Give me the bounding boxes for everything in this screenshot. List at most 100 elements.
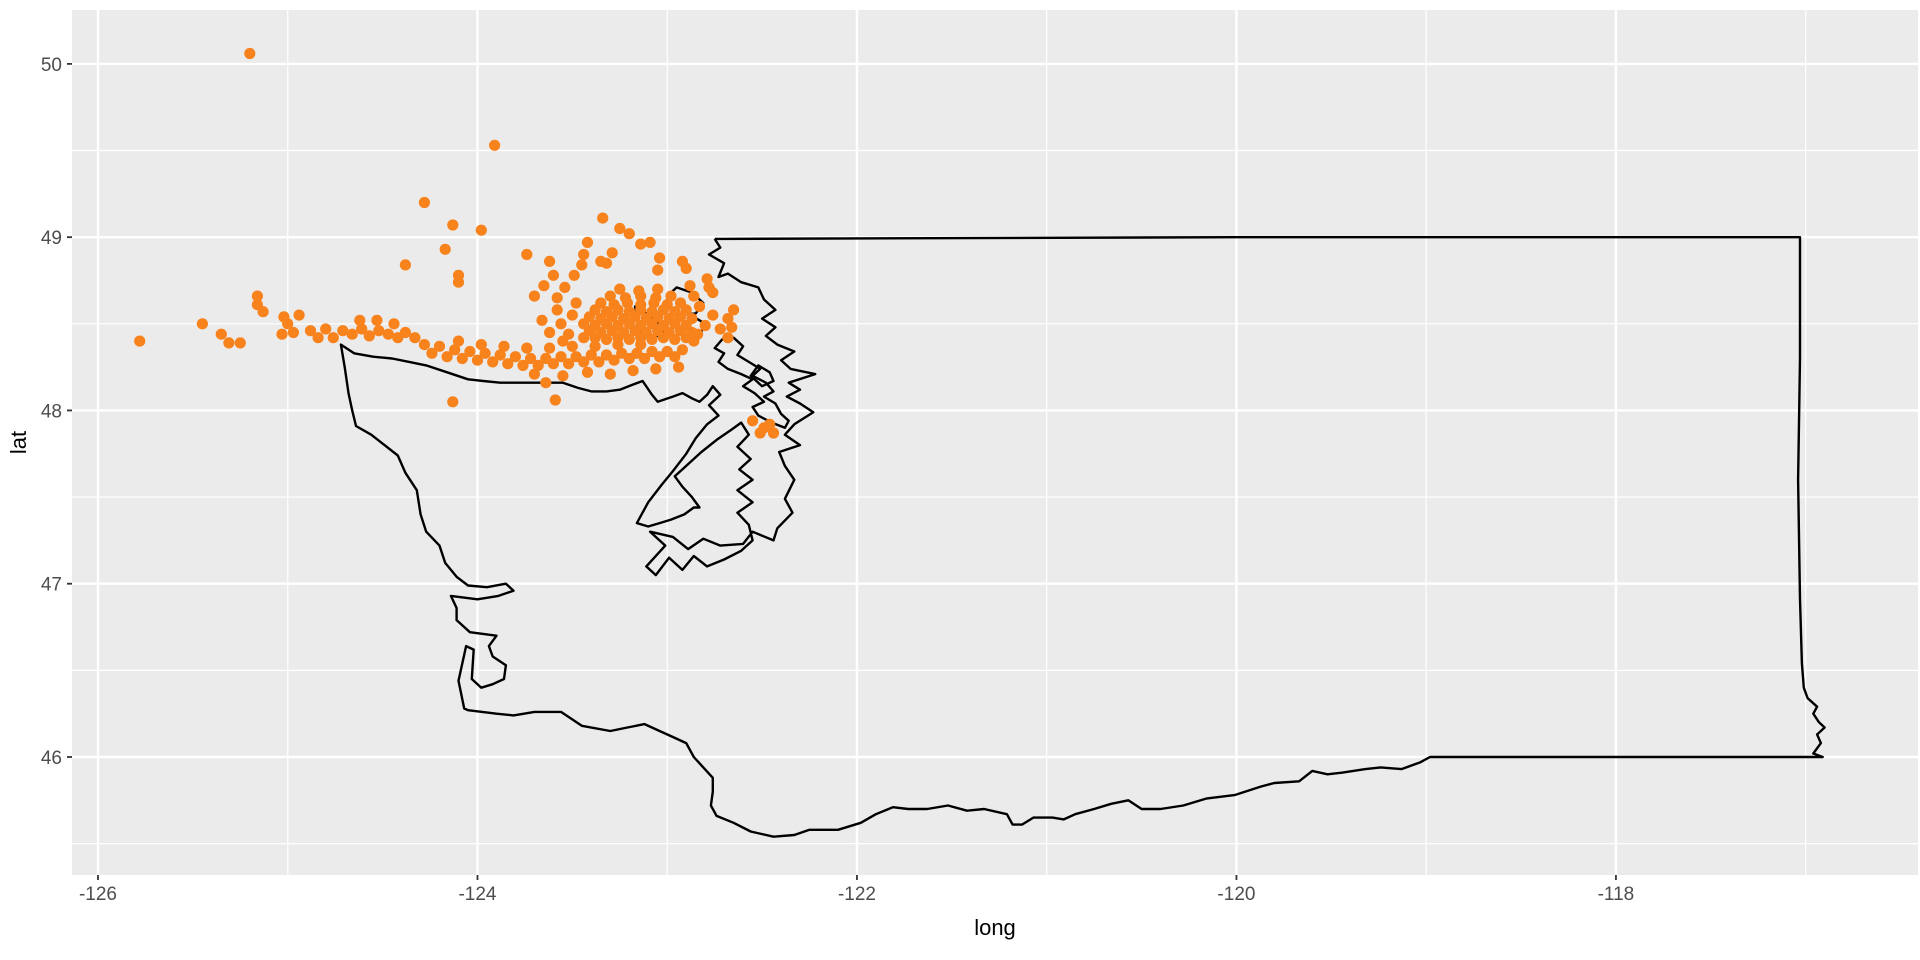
data-point: [373, 325, 385, 337]
data-point: [449, 344, 461, 356]
data-point: [540, 377, 552, 389]
state-outline-main: [339, 236, 1826, 838]
data-point: [452, 335, 465, 347]
data-point: [223, 337, 235, 349]
data-point: [758, 422, 770, 434]
data-point: [287, 326, 299, 339]
data-point: [447, 396, 459, 408]
data-point: [346, 328, 358, 340]
data-point: [489, 139, 501, 151]
data-point: [282, 318, 294, 330]
data-point: [479, 347, 491, 359]
data-point: [532, 359, 544, 371]
data-point: [650, 363, 662, 375]
data-point: [382, 328, 394, 340]
data-point: [604, 368, 616, 380]
y-tick-label: 47: [41, 575, 62, 596]
data-point: [337, 325, 349, 337]
data-point: [196, 318, 208, 330]
data-point: [521, 248, 533, 261]
data-point: [544, 326, 556, 339]
panel-background: [72, 10, 1918, 875]
data-point: [234, 337, 246, 349]
data-point: [684, 280, 696, 292]
data-point: [627, 365, 639, 377]
data-point: [354, 314, 366, 326]
data-point: [557, 370, 569, 382]
data-point: [293, 309, 305, 321]
x-tick-label: -118: [1598, 884, 1635, 905]
data-point: [371, 314, 383, 326]
data-point: [551, 292, 563, 304]
data-point: [563, 358, 575, 370]
data-point: [502, 358, 514, 370]
data-point: [464, 345, 476, 358]
data-point: [134, 335, 146, 347]
data-point: [633, 285, 645, 297]
data-point: [251, 290, 263, 302]
data-point: [418, 339, 430, 351]
data-point: [566, 309, 578, 321]
data-point: [638, 352, 651, 365]
data-point: [544, 255, 556, 267]
data-point: [650, 292, 662, 304]
data-point: [686, 313, 698, 325]
axis-ticks: [67, 62, 1617, 880]
data-point: [257, 306, 269, 318]
data-point: [475, 224, 487, 236]
data-point: [644, 236, 656, 248]
data-point: [578, 248, 590, 261]
data-point: [747, 415, 759, 427]
data-point: [555, 351, 567, 363]
x-tick-label: -126: [79, 884, 117, 905]
data-point: [327, 332, 339, 344]
data-point: [509, 351, 521, 363]
data-point: [356, 323, 368, 335]
data-point: [680, 262, 692, 274]
data-point: [652, 264, 664, 276]
x-tick-label: -124: [458, 884, 496, 905]
data-point: [654, 252, 666, 264]
data-point: [669, 306, 681, 318]
data-point: [726, 321, 738, 333]
data-point: [547, 269, 560, 281]
data-point: [593, 356, 605, 368]
data-point: [544, 342, 556, 354]
data-point: [521, 342, 533, 354]
data-point: [676, 344, 689, 356]
data-point: [608, 354, 620, 366]
data-point: [276, 328, 288, 340]
data-point: [576, 259, 588, 271]
island-outline: [749, 364, 775, 388]
island-outline: [713, 336, 790, 429]
data-point: [399, 259, 411, 271]
data-point: [581, 236, 594, 248]
data-point: [604, 290, 616, 302]
data-point: [665, 290, 677, 302]
data-point: [722, 313, 734, 325]
data-point: [623, 306, 635, 318]
data-point: [589, 340, 601, 352]
data-point: [688, 290, 700, 302]
grid-major: [72, 10, 1918, 875]
data-point: [600, 306, 613, 318]
data-point: [439, 243, 451, 255]
x-axis-title: long: [974, 915, 1016, 940]
data-point: [566, 340, 578, 352]
data-point: [304, 325, 317, 337]
data-point: [244, 47, 256, 60]
data-point: [623, 228, 635, 240]
data-point: [600, 257, 613, 269]
x-tick-label: -122: [838, 884, 876, 905]
data-point: [652, 283, 664, 295]
data-point: [669, 351, 681, 363]
data-point: [699, 319, 711, 332]
data-point: [528, 368, 541, 380]
y-tick-label: 48: [41, 401, 62, 422]
data-point: [447, 219, 459, 231]
data-point: [688, 335, 700, 347]
scatter-points: [134, 47, 780, 439]
data-point: [498, 340, 510, 352]
data-point: [538, 280, 550, 292]
